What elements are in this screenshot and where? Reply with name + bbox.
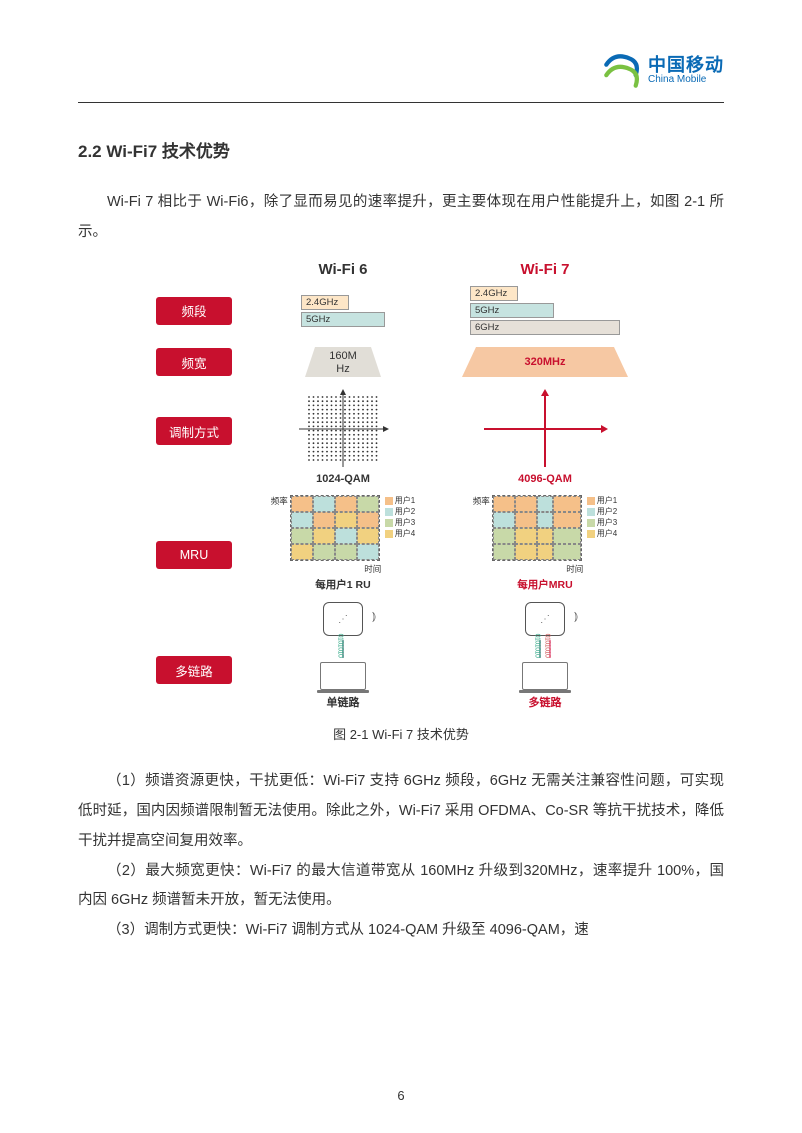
band-24-w7: 2.4GHz [470, 286, 518, 301]
band-5-w7: 5GHz [470, 303, 554, 318]
qam-1024-icon: (function(){ var g=document.currentScrip… [295, 389, 391, 469]
row-mru: MRU 频率 用户1 用户2 [156, 495, 646, 592]
qam-4096-icon [480, 389, 610, 469]
row-label-band: 频段 [156, 297, 232, 325]
page-number: 6 [0, 1088, 802, 1103]
laptop-icon-7 [522, 662, 568, 690]
mru-legend: 用户1 用户2 用户3 用户4 [385, 495, 415, 539]
col-header-wifi7: Wi-Fi 7 [444, 261, 646, 278]
bw-160: 160M Hz [303, 345, 383, 379]
ap-icon: ⋰⦆ [323, 602, 363, 636]
row-modulation: 调制方式 (function(){ var g=document.current… [156, 389, 646, 485]
figure-caption: 图 2-1 Wi-Fi 7 技术优势 [78, 724, 724, 743]
body-p3: （3）调制方式更快：Wi-Fi7 调制方式从 1024-QAM 升级至 4096… [78, 916, 724, 946]
mru-cap-wifi6: 每用户1 RU [315, 577, 370, 592]
laptop-icon [320, 662, 366, 690]
row-band: 频段 2.4GHz 5GHz 2.4GHz 5GHz 6GHz [156, 286, 646, 335]
china-mobile-logo: 中国移动 China Mobile [600, 50, 724, 92]
ap-icon-7: ⋰⦆ [525, 602, 565, 636]
qam-4096-label: 4096-QAM [518, 473, 572, 485]
body-p1: （1）频谱资源更快，干扰更低：Wi-Fi7 支持 6GHz 频段，6GHz 无需… [78, 767, 724, 856]
row-label-mru: MRU [156, 541, 232, 569]
logo-icon [600, 50, 642, 92]
logo-text-en: China Mobile [648, 75, 724, 86]
band-24-w6: 2.4GHz [301, 295, 349, 310]
row-label-bandwidth: 频宽 [156, 348, 232, 376]
link-single: 0101010 [342, 640, 344, 658]
ml-cap-multi: 多链路 [529, 694, 562, 710]
mru-grid-wifi6 [290, 495, 380, 561]
band-6-w7: 6GHz [470, 320, 620, 335]
bw-320: 320MHz [460, 345, 630, 379]
band-5-w6: 5GHz [301, 312, 385, 327]
link-multi: 0101010 0101010 [539, 640, 551, 658]
col-header-wifi6: Wi-Fi 6 [242, 261, 444, 278]
qam-1024-label: 1024-QAM [316, 473, 370, 485]
mru-legend-7: 用户1 用户2 用户3 用户4 [587, 495, 617, 539]
mru-cap-wifi7: 每用户MRU [517, 577, 572, 592]
mru-grid-wifi7 [492, 495, 582, 561]
page-header: 中国移动 China Mobile [78, 50, 724, 103]
row-multilink: 多链路 ⋰⦆ 0101010 单链路 ⋰⦆ 0101010 0101010 多链… [156, 602, 646, 710]
row-label-modulation: 调制方式 [156, 417, 232, 445]
body-p2: （2）最大频宽更快：Wi-Fi7 的最大信道带宽从 160MHz 升级到320M… [78, 857, 724, 916]
row-bandwidth: 频宽 160M Hz 320MHz [156, 345, 646, 379]
logo-text-cn: 中国移动 [648, 56, 724, 75]
section-title: 2.2 Wi-Fi7 技术优势 [78, 137, 724, 162]
intro-paragraph: Wi-Fi 7 相比于 Wi-Fi6，除了显而易见的速率提升，更主要体现在用户性… [78, 188, 724, 247]
ml-cap-single: 单链路 [327, 694, 360, 710]
row-label-multilink: 多链路 [156, 656, 232, 684]
comparison-figure: Wi-Fi 6 Wi-Fi 7 频段 2.4GHz 5GHz 2.4GHz 5G… [156, 261, 646, 710]
